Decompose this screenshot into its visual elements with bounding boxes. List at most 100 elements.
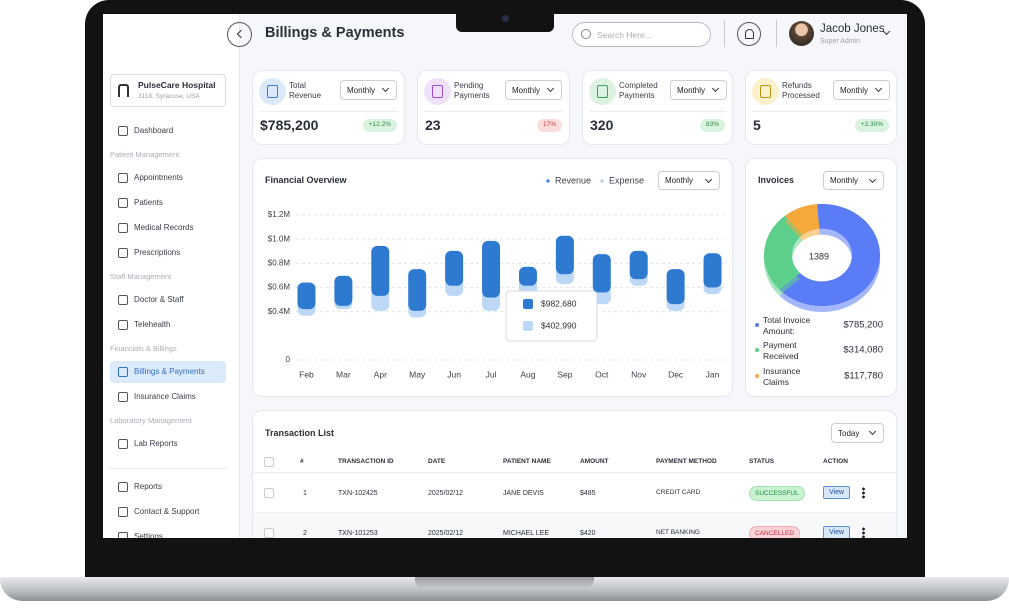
menu-label: Contact & Support xyxy=(134,507,200,516)
menu-item[interactable]: Contact & Support xyxy=(110,501,226,523)
tooltip-value: $982,680 xyxy=(541,298,577,308)
x-tick-label: Dec xyxy=(668,369,684,379)
menu-item[interactable]: Lab Reports xyxy=(110,433,226,455)
period-dropdown[interactable]: Monthly xyxy=(670,80,727,100)
stat-label: Completed Payments xyxy=(619,81,658,100)
sidebar-divider xyxy=(110,468,226,469)
menu-label: Insurance Claims xyxy=(134,392,196,401)
table-cell: JANE DEVIS xyxy=(503,490,544,497)
range-bar xyxy=(629,250,648,280)
menu-item[interactable]: Reports xyxy=(110,476,226,498)
x-tick-label: Jun xyxy=(447,369,461,379)
divider xyxy=(424,111,563,112)
menu-item[interactable]: Insurance Claims xyxy=(110,386,226,408)
table-cell: $420 xyxy=(580,530,596,537)
period-dropdown[interactable]: Monthly xyxy=(505,80,562,100)
avatar[interactable] xyxy=(789,21,814,46)
menu-heading: Patient Management xyxy=(110,150,180,159)
period-dropdown[interactable]: Today xyxy=(831,423,884,443)
column-header[interactable]: TRANSACTION ID xyxy=(338,458,394,465)
app: PulseCare Hospital 3118, Syracuse, USA Das… xyxy=(103,14,907,538)
menu-item[interactable]: Medical Records xyxy=(110,217,226,239)
card-title: Invoices xyxy=(758,175,795,185)
table-cell: 1 xyxy=(303,490,307,497)
card-title: Financial Overview xyxy=(265,175,347,185)
view-button[interactable]: View xyxy=(823,526,851,538)
menu-icon xyxy=(118,295,128,305)
menu-label: Lab Reports xyxy=(134,439,178,448)
menu-label: Medical Records xyxy=(134,223,194,232)
y-tick-label: $0.8M xyxy=(268,258,291,267)
menu-heading: Staff Management xyxy=(110,272,172,281)
menu-label: Dashboard xyxy=(134,126,174,135)
period-dropdown[interactable]: Monthly xyxy=(833,80,890,100)
chart-layer: 0 $0.4M $0.6M $0.8M $1.0M $1.2M Feb Mar Apr May Ju… xyxy=(268,175,883,381)
period-dropdown[interactable]: Monthly xyxy=(340,80,397,100)
divider xyxy=(752,111,890,112)
stat-value: 320 xyxy=(590,117,614,133)
user-name: Jacob Jones xyxy=(820,23,885,35)
menu-item[interactable]: Doctor & Staff xyxy=(110,289,226,311)
menu-icon xyxy=(118,223,128,233)
menu-label: Doctor & Staff xyxy=(134,295,184,304)
menu-item[interactable]: Patients xyxy=(110,192,226,214)
donut-segment xyxy=(779,203,880,307)
table-cell: 2025/02/12 xyxy=(428,490,464,497)
notification-button[interactable] xyxy=(737,22,761,46)
more-button[interactable] xyxy=(862,527,865,538)
menu-item[interactable]: Appointments xyxy=(110,167,226,189)
menu-icon xyxy=(118,198,128,208)
stat-icon-glyph xyxy=(267,85,278,98)
view-button[interactable]: View xyxy=(823,486,851,499)
x-tick-label: Oct xyxy=(595,369,609,379)
dropdown-label: Today xyxy=(838,428,860,438)
stat-icon xyxy=(589,78,616,105)
more-button[interactable] xyxy=(862,487,865,499)
legend-label: Insurance Claims xyxy=(763,366,801,387)
checkbox[interactable] xyxy=(264,488,274,498)
x-tick-label: Feb xyxy=(299,369,314,379)
search-box[interactable]: Search Here... xyxy=(572,22,711,47)
back-button[interactable] xyxy=(227,22,252,47)
hospital-card[interactable] xyxy=(110,74,226,107)
stat-icon-glyph xyxy=(760,85,771,98)
dropdown-label: Monthly xyxy=(840,85,869,95)
dropdown-label: Monthly xyxy=(665,176,694,185)
camera xyxy=(502,15,509,22)
card-title: Transaction List xyxy=(265,428,335,438)
dropdown-label: Monthly xyxy=(512,85,541,95)
tooltip-value: $402,990 xyxy=(541,320,577,330)
column-header: PATIENT NAME xyxy=(503,458,551,465)
column-header[interactable]: # xyxy=(300,458,304,465)
menu-icon xyxy=(118,367,128,377)
menu-icon xyxy=(118,439,128,449)
menu-item[interactable]: Settings xyxy=(110,526,226,538)
menu-item[interactable]: Dashboard xyxy=(110,120,226,142)
range-bar xyxy=(297,282,316,310)
menu-label: Settings xyxy=(134,532,163,538)
menu-item[interactable]: Billings & Payments xyxy=(110,361,226,383)
table-cell: 2 xyxy=(303,530,307,537)
period-dropdown[interactable]: Monthly xyxy=(823,171,884,190)
checkbox[interactable] xyxy=(264,457,274,467)
menu-label: Billings & Payments xyxy=(134,367,205,376)
column-header[interactable]: AMOUNT xyxy=(580,458,609,465)
column-header: PAYMENT METHOD xyxy=(656,458,717,465)
range-bar xyxy=(592,254,611,293)
tooltip-swatch xyxy=(523,321,533,331)
checkbox[interactable] xyxy=(264,528,274,538)
x-tick-label: Jul xyxy=(486,369,497,379)
menu-item[interactable]: Prescriptions xyxy=(110,242,226,264)
menu-icon xyxy=(118,507,128,517)
x-tick-label: Aug xyxy=(520,369,535,379)
legend-dot xyxy=(600,179,604,183)
page-title: Billings & Payments xyxy=(265,25,405,41)
table-cell: CREDIT CARD xyxy=(656,489,701,496)
legend-label: Expense xyxy=(609,175,644,185)
menu-item[interactable]: Telehealth xyxy=(110,314,226,336)
menu-icon xyxy=(118,532,128,538)
period-dropdown[interactable]: Monthly xyxy=(658,171,720,190)
laptop-groove xyxy=(415,577,594,589)
table-cell: TXN-102425 xyxy=(338,490,378,497)
